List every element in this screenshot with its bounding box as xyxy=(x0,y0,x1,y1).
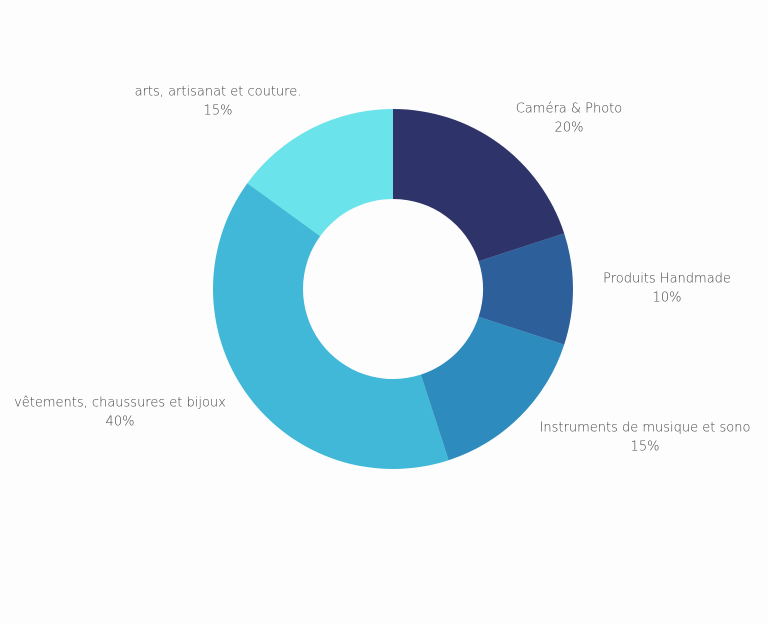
slice-value-label: 40% xyxy=(106,415,135,430)
donut-slice xyxy=(212,183,449,470)
donut-slice xyxy=(247,109,393,237)
slice-label: arts, artisanat et couture. xyxy=(135,85,302,100)
slice-value-label: 10% xyxy=(653,291,682,306)
slice-label: Produits Handmade xyxy=(603,272,731,287)
donut-slice xyxy=(393,109,565,262)
slice-value-label: 20% xyxy=(555,121,584,136)
slice-label: Caméra & Photo xyxy=(516,102,623,117)
slice-label: vêtements, chaussures et bijoux xyxy=(14,396,226,411)
donut-slice xyxy=(420,316,565,461)
slice-label: Instruments de musique et sono xyxy=(540,421,751,436)
slice-value-label: 15% xyxy=(631,440,660,455)
donut-slice xyxy=(478,233,573,345)
slice-value-label: 15% xyxy=(204,104,233,119)
